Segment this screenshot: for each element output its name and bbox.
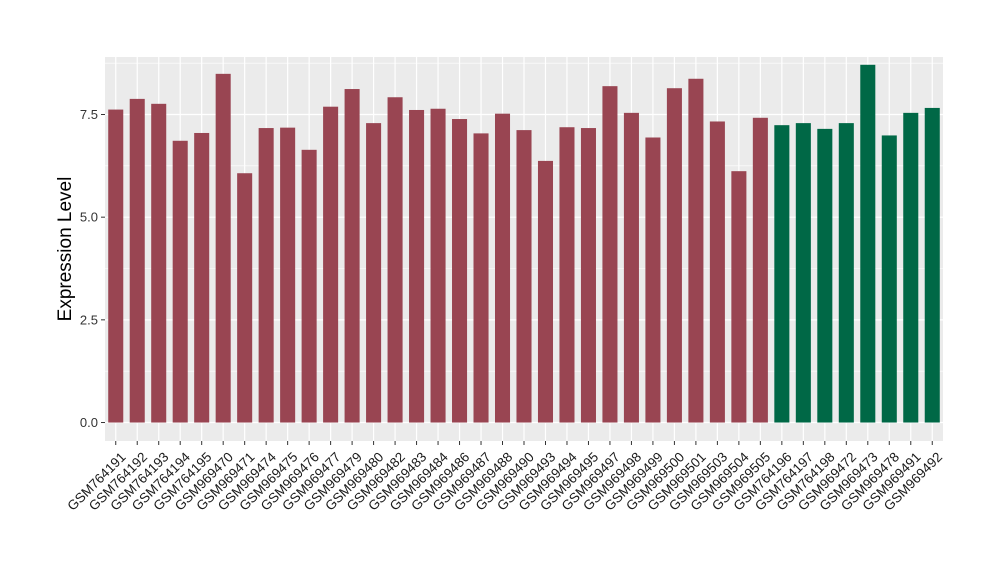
y-axis-title: Expression Level (55, 177, 76, 322)
bar-GSM764197 (795, 123, 811, 423)
y-axis: 0.0 2.5 5.0 7.5 (80, 107, 105, 430)
bars (108, 64, 940, 423)
bar-GSM969475 (280, 127, 296, 423)
bar-GSM969487 (473, 133, 489, 423)
bar-GSM969501 (688, 78, 704, 423)
bar-GSM969499 (645, 137, 661, 423)
bar-GSM969478 (881, 135, 897, 423)
bar-GSM969473 (860, 64, 876, 423)
bar-GSM969505 (752, 117, 768, 423)
bar-GSM764195 (194, 132, 210, 423)
bar-GSM969495 (580, 128, 596, 423)
bar-GSM969503 (709, 121, 725, 423)
bar-GSM969472 (838, 123, 854, 423)
bar-GSM969500 (666, 88, 682, 423)
bar-GSM969504 (731, 171, 747, 423)
bar-GSM969477 (323, 106, 339, 423)
bar-GSM969488 (494, 113, 511, 423)
bar-GSM969482 (387, 97, 403, 423)
bar-GSM764191 (108, 109, 124, 423)
bar-GSM969471 (237, 173, 253, 423)
bar-GSM969490 (516, 130, 532, 423)
bar-GSM764198 (817, 128, 833, 423)
bar-GSM969493 (537, 160, 554, 423)
y-tick-label: 2.5 (80, 312, 98, 327)
bar-GSM764192 (129, 98, 145, 423)
bar-GSM969476 (301, 149, 317, 423)
y-tick-label: 0.0 (80, 415, 98, 430)
bar-GSM969480 (366, 123, 382, 423)
bar-GSM969497 (602, 86, 618, 423)
bar-GSM969470 (215, 73, 231, 423)
bar-GSM969483 (409, 109, 425, 423)
y-tick-label: 7.5 (80, 107, 98, 122)
bar-GSM764194 (172, 140, 188, 423)
bar-GSM969498 (623, 112, 639, 423)
bar-GSM969486 (452, 119, 468, 423)
bar-GSM969492 (924, 107, 940, 423)
bar-GSM969484 (430, 108, 446, 423)
bar-GSM969491 (903, 112, 919, 423)
bar-GSM969474 (258, 128, 274, 423)
bar-GSM969479 (344, 89, 360, 423)
bar-GSM969494 (559, 127, 575, 423)
bar-GSM764193 (151, 103, 167, 423)
y-tick-label: 5.0 (80, 210, 98, 225)
bar-GSM764196 (774, 125, 790, 423)
x-axis: GSM764191GSM764192GSM764193GSM764194GSM7… (64, 441, 945, 514)
